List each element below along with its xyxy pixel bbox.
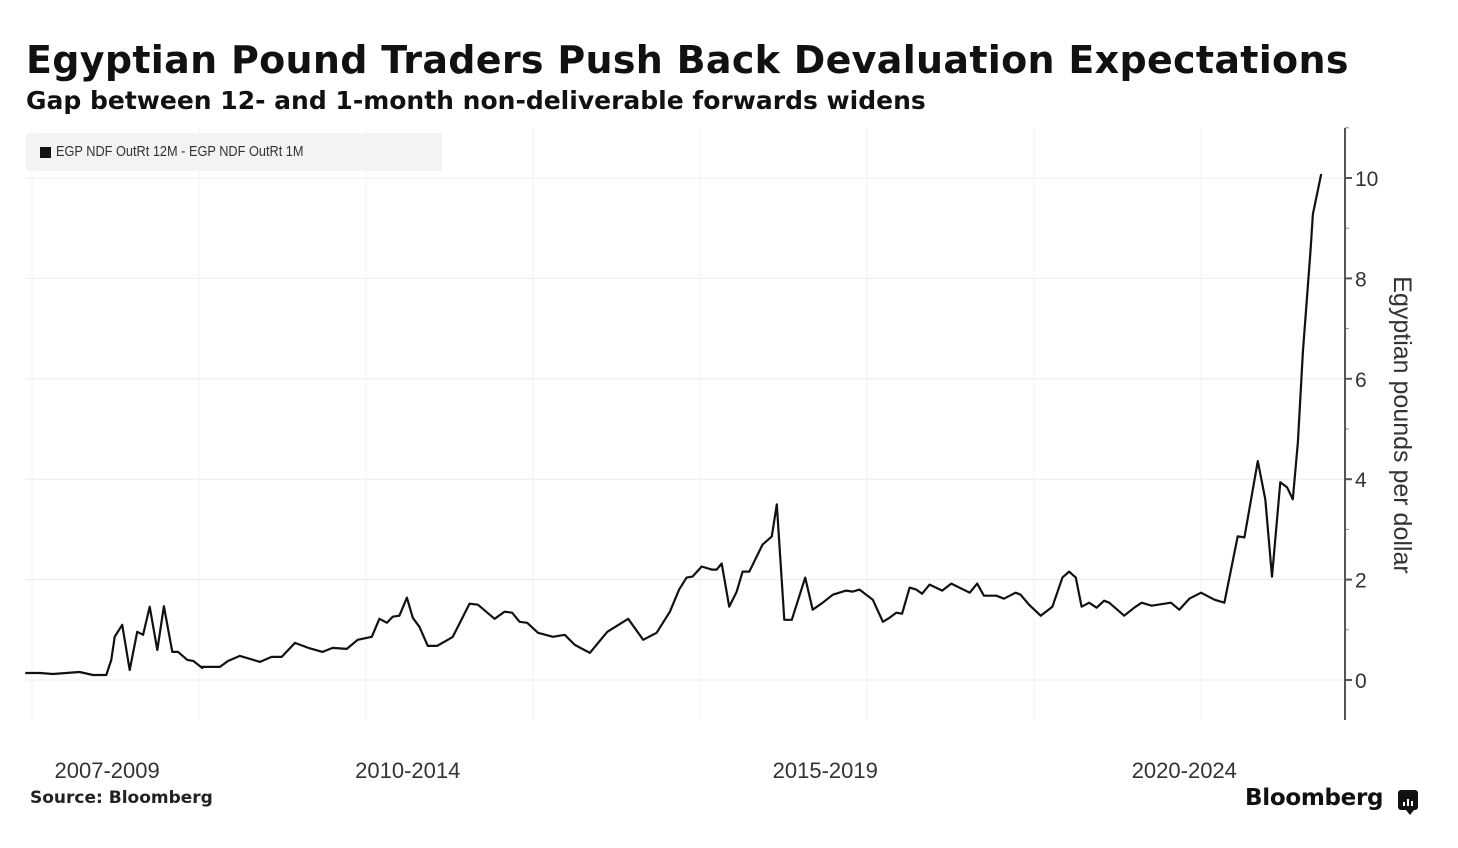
- series-line: [25, 173, 1323, 677]
- x-tick-label: 2020-2024: [1132, 758, 1237, 783]
- gridlines: [25, 128, 1345, 720]
- x-tick-label: 2007-2009: [55, 758, 160, 783]
- legend-swatch: [40, 147, 51, 158]
- y-tick-label: 10: [1355, 168, 1378, 191]
- chart-title: Egyptian Pound Traders Push Back Devalua…: [26, 38, 1349, 82]
- y-tick-label: 0: [1355, 670, 1367, 693]
- x-axis: 2007-2009 2010-2014 2015-2019 2020-2024: [55, 758, 1237, 783]
- x-tick-label: 2015-2019: [773, 758, 878, 783]
- brand-logo-text: Bloomberg: [1245, 785, 1384, 811]
- y-tick-label: 8: [1355, 268, 1367, 291]
- x-tick-label: 2010-2014: [355, 758, 460, 783]
- y-axis: 0 2 4 6 8 10: [1344, 127, 1378, 720]
- y-tick-label: 2: [1355, 570, 1367, 593]
- legend: EGP NDF OutRt 12M - EGP NDF OutRt 1M: [26, 133, 442, 171]
- y-tick-label: 4: [1355, 469, 1367, 492]
- source-note: Source: Bloomberg: [30, 788, 213, 808]
- chart-subtitle: Gap between 12- and 1-month non-delivera…: [26, 86, 926, 115]
- y-axis-label: Egyptian pounds per dollar: [1388, 276, 1416, 573]
- legend-label: EGP NDF OutRt 12M - EGP NDF OutRt 1M: [56, 143, 304, 160]
- series-group: [25, 173, 1323, 677]
- bloomberg-logo-icon: [1398, 790, 1418, 815]
- y-tick-label: 6: [1355, 369, 1367, 392]
